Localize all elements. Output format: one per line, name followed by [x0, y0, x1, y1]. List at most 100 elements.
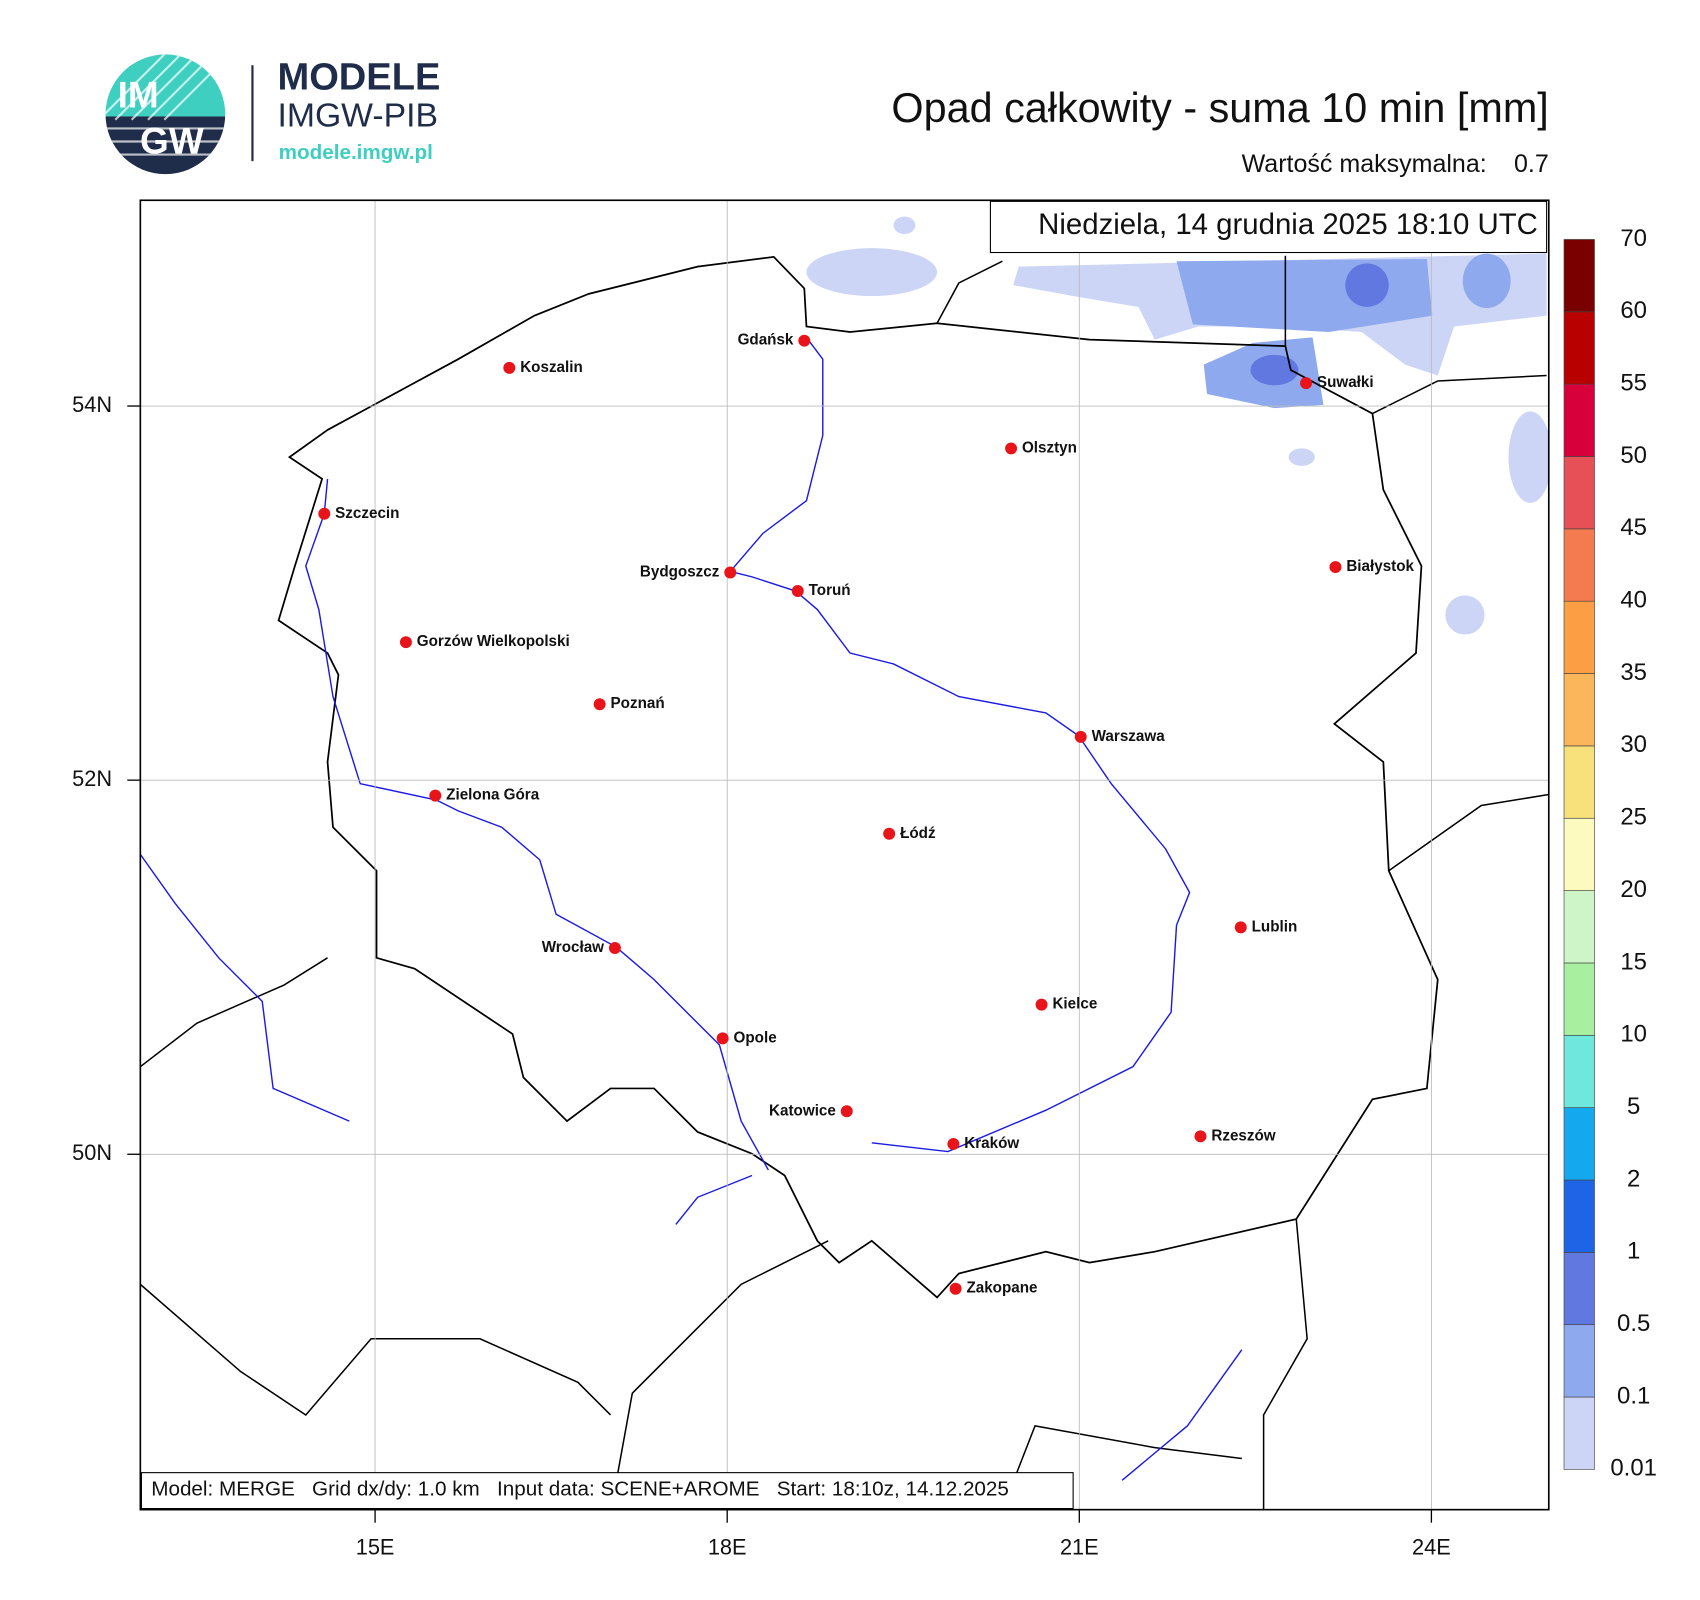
- city-marker: [429, 789, 442, 802]
- city-label: Toruń: [809, 582, 851, 599]
- colorbar-label: 0.01: [1610, 1455, 1657, 1482]
- city-marker: [1329, 561, 1342, 574]
- poland-border: [277, 255, 1439, 1299]
- colorbar-label: 2: [1627, 1165, 1640, 1192]
- city-marker: [593, 698, 606, 711]
- city-marker: [1194, 1130, 1207, 1143]
- colorbar-label: 70: [1620, 225, 1647, 252]
- colorbar-box: [1563, 239, 1595, 313]
- city-label: Gdańsk: [738, 332, 794, 349]
- precipitation: [806, 216, 1549, 635]
- city-marker: [1234, 921, 1247, 934]
- logo-url: modele.imgw.pl: [279, 141, 433, 164]
- colorbar-box: [1563, 311, 1595, 385]
- city-label: Zielona Góra: [446, 787, 540, 804]
- city-label: Łódź: [900, 825, 936, 842]
- colorbar-label: 0.5: [1617, 1310, 1650, 1337]
- colorbar-box: [1563, 1252, 1595, 1326]
- colorbar-box: [1563, 817, 1595, 891]
- city-label: Poznań: [611, 695, 665, 712]
- city-marker: [949, 1282, 962, 1295]
- footer: Model: MERGE Grid dx/dy: 1.0 km Input da…: [151, 1478, 1009, 1501]
- colorbar-label: 5: [1627, 1093, 1640, 1120]
- x-tick-label: 15E: [356, 1535, 395, 1560]
- footer-box: [140, 1472, 1074, 1510]
- colorbar-label: 1: [1627, 1238, 1640, 1265]
- y-tick-label: 52N: [72, 766, 112, 791]
- city-label: Opole: [734, 1029, 777, 1046]
- city-marker: [724, 566, 737, 579]
- colorbar-label: 25: [1620, 804, 1647, 831]
- colorbar-label: 45: [1620, 514, 1647, 541]
- colorbar-box: [1563, 1179, 1595, 1253]
- city-marker: [791, 585, 804, 598]
- city-marker: [399, 636, 412, 649]
- y-tick-label: 54N: [72, 392, 112, 417]
- city-label: Rzeszów: [1211, 1127, 1275, 1144]
- city-label: Katowice: [769, 1102, 836, 1119]
- colorbar-box: [1563, 673, 1595, 747]
- colorbar-box: [1563, 1034, 1595, 1108]
- max-value: 0.7: [1514, 150, 1549, 178]
- colorbar-label: 20: [1620, 876, 1647, 903]
- title: Opad całkowity - suma 10 min [mm]: [891, 85, 1548, 131]
- logo-badge-top: IM: [118, 75, 159, 116]
- city-marker: [1005, 442, 1018, 455]
- colorbar-box: [1563, 456, 1595, 530]
- logo-badge-bottom: GW: [140, 120, 204, 161]
- x-tick-label: 18E: [708, 1535, 747, 1560]
- map-frame: [139, 199, 1550, 1511]
- colorbar-box: [1563, 1396, 1595, 1470]
- city-marker: [1074, 730, 1087, 743]
- rivers: [140, 336, 1243, 1481]
- colorbar-box: [1563, 745, 1595, 819]
- city-marker: [503, 361, 516, 374]
- logo-org: IMGW-PIB: [277, 96, 438, 134]
- city-label: Lublin: [1252, 918, 1298, 935]
- colorbar-box: [1563, 528, 1595, 602]
- colorbar-label: 60: [1620, 297, 1647, 324]
- map-layers: [140, 216, 1549, 1510]
- colorbar-label: 0.1: [1617, 1382, 1650, 1409]
- other-borders: [140, 255, 1549, 1510]
- colorbar-box: [1563, 962, 1595, 1036]
- city-label: Białystok: [1346, 558, 1414, 575]
- y-tick-label: 50N: [72, 1140, 112, 1165]
- city-label: Suwałki: [1317, 374, 1374, 391]
- colorbar-label: 15: [1620, 948, 1647, 975]
- valid-time: Niedziela, 14 grudnia 2025 18:10 UTC: [1038, 208, 1538, 241]
- max-label: Wartość maksymalna:: [1242, 150, 1487, 178]
- city-label: Kielce: [1052, 996, 1097, 1013]
- logo-name: MODELE: [277, 57, 440, 99]
- city-marker: [608, 942, 621, 955]
- city-label: Zakopane: [966, 1280, 1037, 1297]
- colorbar-box: [1563, 1107, 1595, 1181]
- city-marker: [798, 334, 811, 347]
- colorbar-label: 50: [1620, 442, 1647, 469]
- city-marker: [716, 1032, 729, 1045]
- colorbar-box: [1563, 890, 1595, 964]
- colorbar-box: [1563, 383, 1595, 457]
- city-label: Koszalin: [520, 359, 583, 376]
- colorbar-label: 10: [1620, 1021, 1647, 1048]
- city-marker: [840, 1105, 853, 1118]
- colorbar-label: 35: [1620, 659, 1647, 686]
- city-label: Szczecin: [335, 505, 399, 522]
- city-label: Kraków: [964, 1135, 1019, 1152]
- x-tick-label: 24E: [1412, 1535, 1451, 1560]
- city-label: Olsztyn: [1022, 439, 1077, 456]
- colorbar-box: [1563, 1324, 1595, 1398]
- city-label: Gorzów Wielkopolski: [417, 633, 570, 650]
- colorbar-label: 30: [1620, 731, 1647, 758]
- city-label: Warszawa: [1092, 728, 1166, 745]
- colorbar-label: 55: [1620, 369, 1647, 396]
- grid: [140, 200, 1549, 1510]
- city-marker: [947, 1137, 960, 1150]
- city-label: Wrocław: [542, 939, 604, 956]
- x-tick-label: 21E: [1060, 1535, 1099, 1560]
- colorbar-box: [1563, 600, 1595, 674]
- city-marker: [883, 827, 896, 840]
- city-label: Bydgoszcz: [640, 564, 720, 581]
- time-box: [989, 200, 1548, 254]
